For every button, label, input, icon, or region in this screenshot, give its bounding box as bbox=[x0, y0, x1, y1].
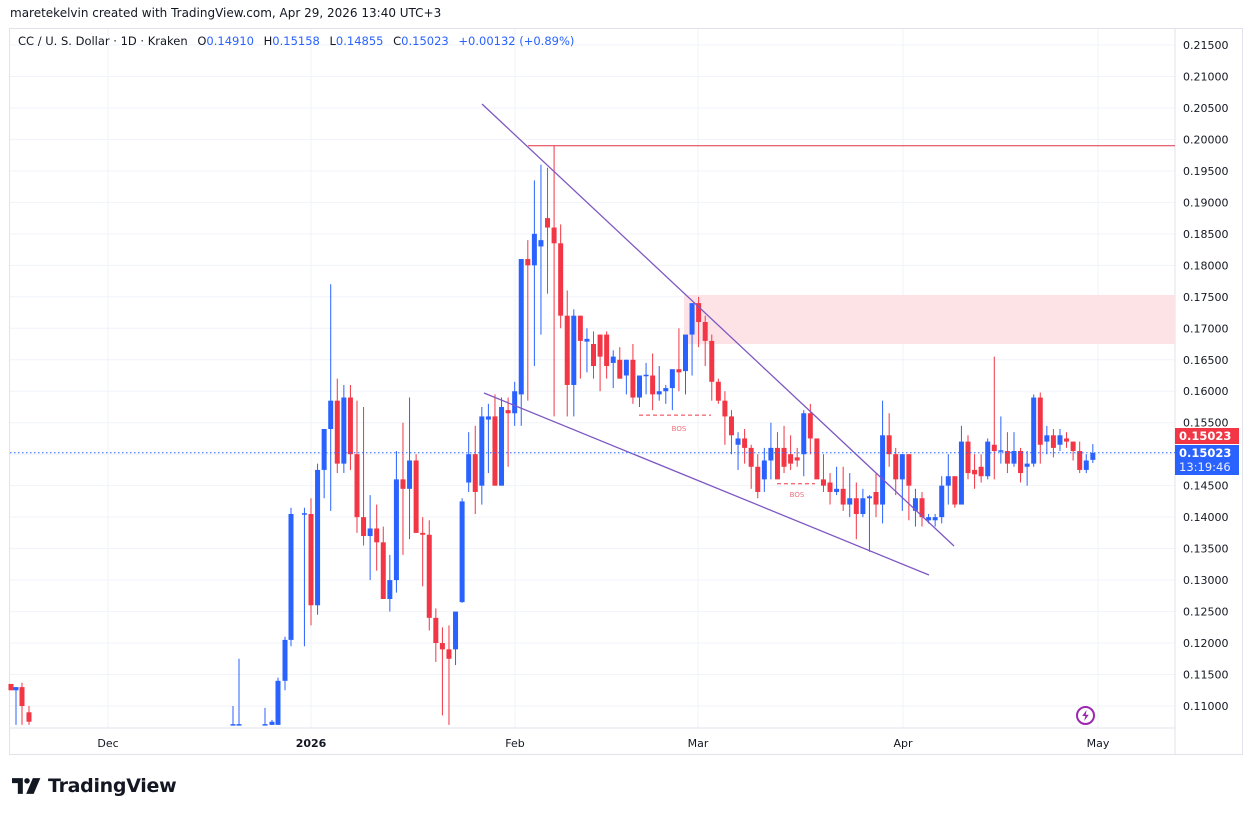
svg-text:0.15500: 0.15500 bbox=[1183, 417, 1229, 430]
svg-text:0.18000: 0.18000 bbox=[1183, 259, 1229, 272]
svg-text:0.21000: 0.21000 bbox=[1183, 70, 1229, 83]
svg-text:Feb: Feb bbox=[505, 737, 524, 750]
last-price-tag: 0.15023 bbox=[1175, 428, 1239, 444]
tradingview-logo-icon bbox=[12, 778, 41, 794]
svg-text:0.17500: 0.17500 bbox=[1183, 291, 1229, 304]
svg-text:Apr: Apr bbox=[893, 737, 913, 750]
svg-text:0.13000: 0.13000 bbox=[1183, 574, 1229, 587]
svg-text:0.21500: 0.21500 bbox=[1183, 39, 1229, 52]
supply-zone bbox=[684, 294, 1175, 345]
svg-text:2026: 2026 bbox=[296, 737, 327, 750]
tradingview-logo[interactable]: TradingView bbox=[12, 775, 177, 797]
time-axis[interactable]: Dec 2026 Feb Mar Apr May bbox=[97, 737, 1110, 750]
svg-text:Mar: Mar bbox=[688, 737, 709, 750]
svg-text:0.18500: 0.18500 bbox=[1183, 228, 1229, 241]
svg-text:BOS: BOS bbox=[790, 491, 805, 499]
svg-text:0.16000: 0.16000 bbox=[1183, 385, 1229, 398]
open-label: O bbox=[197, 34, 207, 48]
lightning-glyph-icon bbox=[1082, 710, 1089, 721]
svg-text:0.19000: 0.19000 bbox=[1183, 196, 1229, 209]
svg-text:Dec: Dec bbox=[97, 737, 118, 750]
high-value: 0.15158 bbox=[272, 34, 320, 48]
svg-text:0.16500: 0.16500 bbox=[1183, 354, 1229, 367]
price-axis[interactable]: 0.21500 0.21000 0.20500 0.20000 0.19500 0.190… bbox=[1183, 39, 1229, 713]
svg-text:0.12500: 0.12500 bbox=[1183, 606, 1229, 619]
logo-wordmark: TradingView bbox=[48, 775, 177, 797]
lightning-bolt-icon[interactable] bbox=[1076, 706, 1095, 725]
svg-text:0.19500: 0.19500 bbox=[1183, 165, 1229, 178]
svg-text:0.14000: 0.14000 bbox=[1183, 511, 1229, 524]
low-label: L bbox=[329, 34, 336, 48]
close-value: 0.15023 bbox=[401, 34, 449, 48]
svg-text:May: May bbox=[1087, 737, 1110, 750]
svg-text:0.12000: 0.12000 bbox=[1183, 637, 1229, 650]
chart-credit: maretekelvin created with TradingView.co… bbox=[10, 6, 442, 20]
grid-lines bbox=[10, 29, 1176, 755]
svg-text:0.11500: 0.11500 bbox=[1183, 669, 1229, 682]
chart-frame bbox=[9, 28, 1243, 755]
close-label: C bbox=[393, 34, 402, 48]
bar-countdown: 13:19:46 bbox=[1179, 460, 1231, 474]
symbol-legend: CC / U. S. Dollar · 1D · Kraken O0.14910… bbox=[18, 34, 574, 48]
high-label: H bbox=[263, 34, 273, 48]
svg-text:0.13500: 0.13500 bbox=[1183, 543, 1229, 556]
symbol-title[interactable]: CC / U. S. Dollar · 1D · Kraken bbox=[18, 34, 188, 48]
svg-text:BOS: BOS bbox=[672, 425, 687, 433]
svg-text:0.20000: 0.20000 bbox=[1183, 133, 1229, 146]
svg-text:0.20500: 0.20500 bbox=[1183, 102, 1229, 115]
svg-text:0.14500: 0.14500 bbox=[1183, 480, 1229, 493]
svg-text:0.17000: 0.17000 bbox=[1183, 322, 1229, 335]
change-value: +0.00132 (+0.89%) bbox=[458, 34, 575, 48]
candles bbox=[8, 145, 1096, 726]
low-value: 0.14855 bbox=[335, 34, 384, 48]
open-value: 0.14910 bbox=[206, 34, 254, 48]
svg-text:0.11000: 0.11000 bbox=[1183, 700, 1229, 713]
drawings: BOS BOS bbox=[10, 103, 1175, 576]
current-price-value: 0.15023 bbox=[1179, 446, 1232, 460]
current-price-tag: 0.15023 13:19:46 bbox=[1175, 445, 1239, 475]
